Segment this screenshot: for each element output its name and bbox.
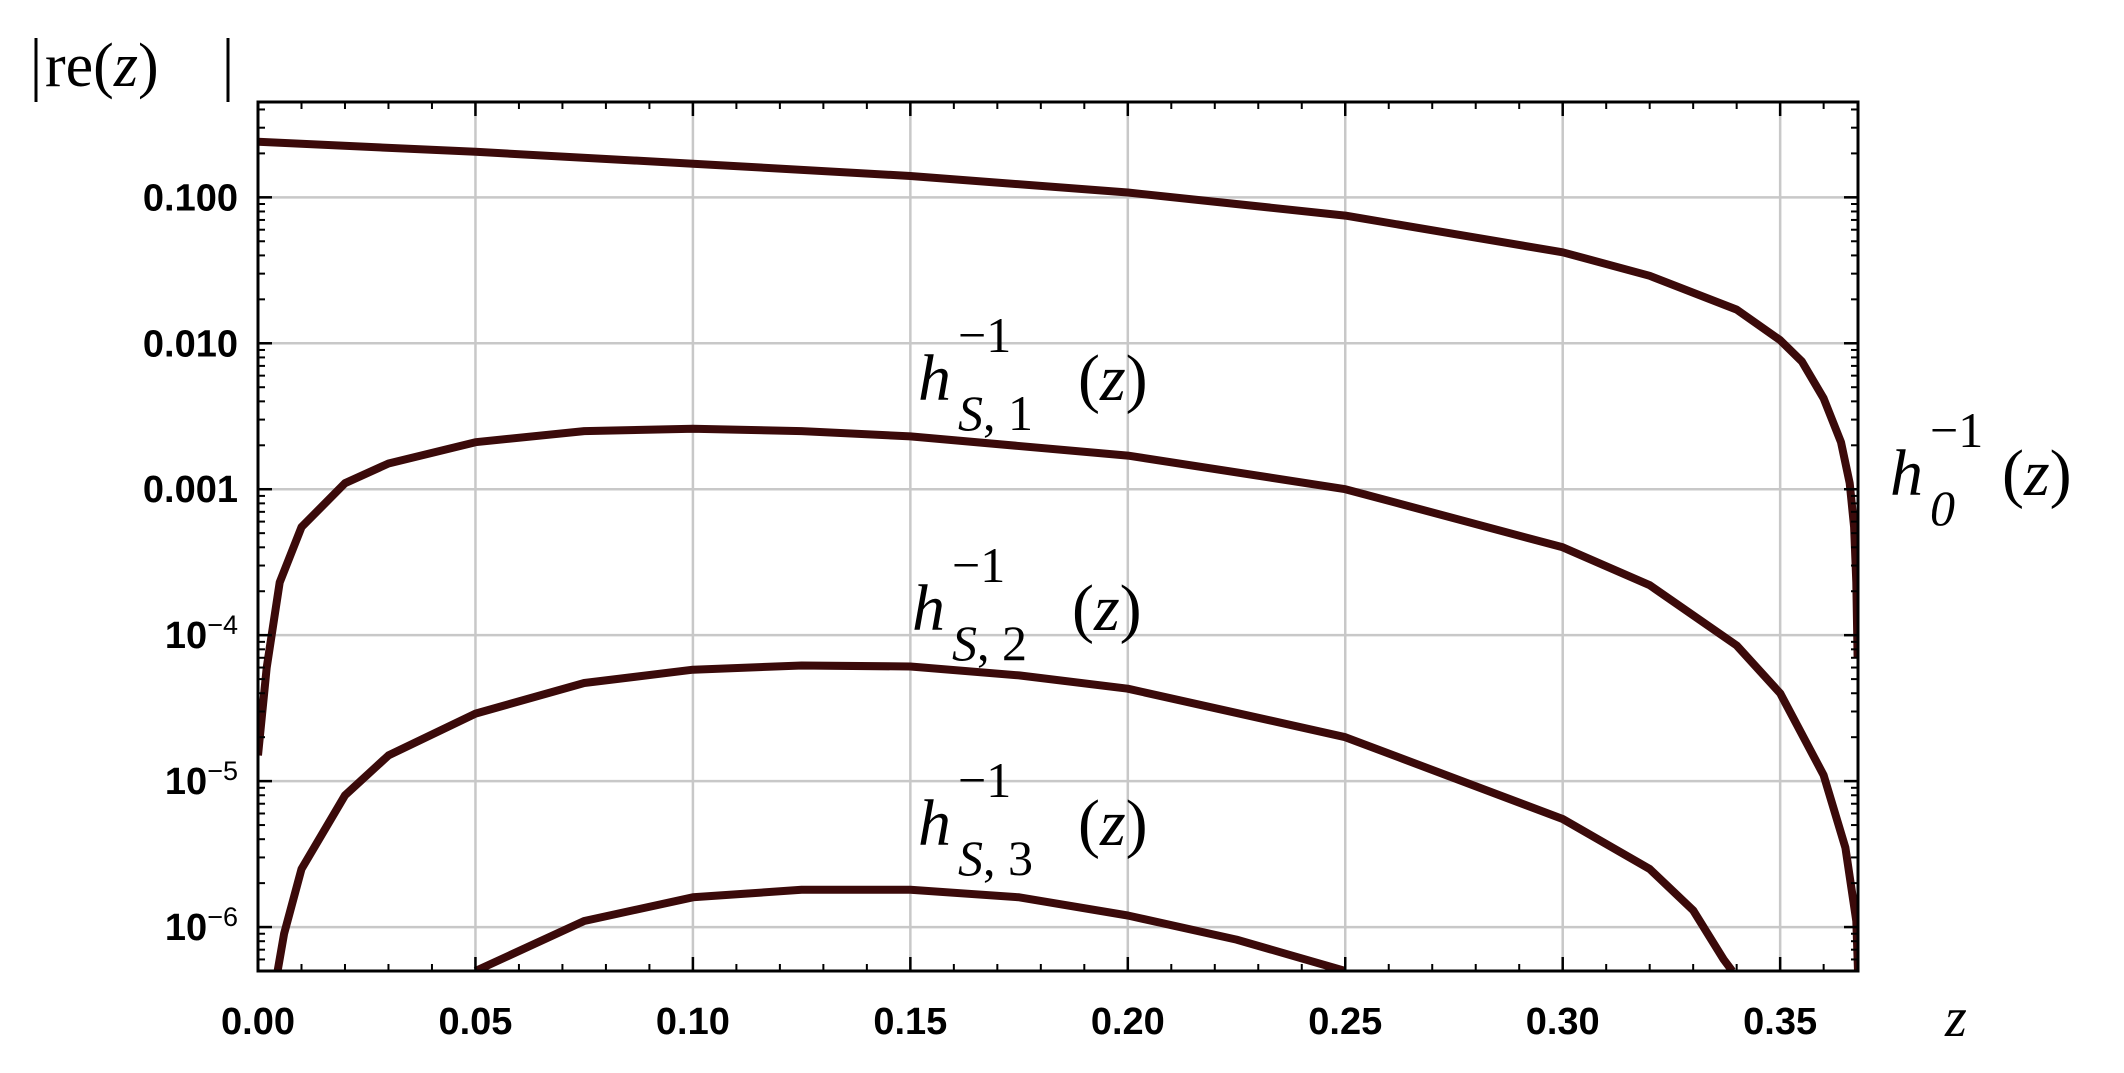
x-tick-label: 0.30 <box>1526 1001 1600 1043</box>
svg-text:(z): (z) <box>1072 572 1142 645</box>
grid-lines <box>258 102 1858 971</box>
svg-text:h: h <box>918 787 951 860</box>
axis-ticks <box>256 102 1858 971</box>
series-labels: h−10 (z)h−1S, 1 (z)h−1S, 2 (z)h−1S, 3 (z) <box>912 307 2072 886</box>
x-tick-label: 0.00 <box>221 1001 295 1043</box>
svg-text:−1: −1 <box>952 537 1005 593</box>
axis-labels: 0.00 0.05 0.10 0.15 0.20 0.25 0.30 0.35 0.100 0.0… <box>34 32 1967 1049</box>
x-tick-label: 0.35 <box>1743 1001 1817 1043</box>
x-tick-label: 0.05 <box>438 1001 512 1043</box>
x-tick-label: 0.15 <box>873 1001 947 1043</box>
y-tick-label: 10−5 <box>165 756 238 803</box>
svg-text:−1: −1 <box>958 752 1011 808</box>
svg-text:−1: −1 <box>1930 402 1983 458</box>
series-line-3 <box>473 885 1347 971</box>
series-lines <box>258 137 1858 971</box>
series-label-3: h−1 S, 3 (z) <box>918 752 1148 886</box>
y-tick-label: 10−6 <box>165 902 238 949</box>
x-tick-label: 0.10 <box>656 1001 730 1043</box>
series-label-1: h−1 S, 1 (z) <box>918 307 1148 441</box>
plot-frame <box>256 100 1860 973</box>
series-line-0 <box>258 137 1858 658</box>
svg-text:(z): (z) <box>2002 437 2072 510</box>
x-tick-label: 0.25 <box>1308 1001 1382 1043</box>
series-label-2: h−1 S, 2 (z) <box>912 537 1142 671</box>
svg-text:S, 1: S, 1 <box>958 385 1033 441</box>
y-tick-label: 0.001 <box>143 469 238 511</box>
x-axis-label: z <box>1944 987 1967 1049</box>
svg-text:(z): (z) <box>1078 342 1148 415</box>
svg-text:(z): (z) <box>1078 787 1148 860</box>
x-tick-label: 0.20 <box>1091 1001 1165 1043</box>
svg-text:S, 3: S, 3 <box>958 830 1033 886</box>
svg-text:re(z): re(z) <box>45 32 159 100</box>
svg-text:h: h <box>918 342 951 415</box>
svg-text:h: h <box>1890 437 1923 510</box>
svg-text:−1: −1 <box>958 307 1011 363</box>
y-tick-label: 0.010 <box>143 323 238 365</box>
y-axis-label: re(z) <box>34 32 230 102</box>
svg-text:0: 0 <box>1930 480 1955 536</box>
y-tick-label: 10−4 <box>165 610 238 657</box>
svg-text:h: h <box>912 572 945 645</box>
series-label-0: h−1 0 (z) <box>1890 402 2072 536</box>
svg-text:S, 2: S, 2 <box>952 615 1027 671</box>
series-line-2 <box>273 661 1736 971</box>
y-tick-label: 0.100 <box>143 177 238 219</box>
series-line-1 <box>258 424 1858 971</box>
